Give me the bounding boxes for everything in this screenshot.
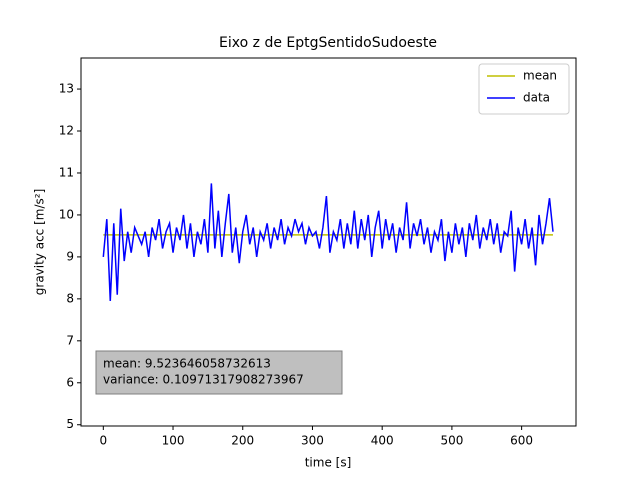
annotation-box	[95, 350, 343, 395]
x-tick-label: 400	[371, 434, 394, 448]
x-tick-label: 100	[162, 434, 185, 448]
x-tick-label: 600	[510, 434, 533, 448]
x-tick-label: 300	[301, 434, 324, 448]
legend-label: data	[523, 91, 550, 105]
y-tick-label: 6	[66, 375, 74, 389]
annotation-text: mean: 9.523646058732613	[103, 357, 271, 371]
plot-frame	[80, 57, 577, 427]
y-tick-label: 7	[66, 333, 74, 347]
x-axis-label: time [s]	[305, 456, 352, 470]
legend-label: mean	[523, 69, 557, 83]
series-line	[102, 183, 554, 301]
x-tick-label: 500	[440, 434, 463, 448]
y-tick-label: 11	[59, 165, 74, 179]
y-tick-label: 10	[59, 207, 74, 221]
x-tick-label: 200	[231, 434, 254, 448]
chart-title: Eixo z de EptgSentidoSudoeste	[219, 35, 437, 51]
y-tick-label: 5	[66, 417, 74, 431]
y-tick-label: 8	[66, 291, 74, 305]
y-tick-label: 9	[66, 249, 74, 263]
y-tick-label: 13	[59, 82, 74, 96]
x-tick-label: 0	[99, 434, 107, 448]
y-tick-label: 12	[59, 124, 74, 138]
annotation-text: variance: 0.10971317908273967	[103, 373, 304, 387]
y-axis-label: gravity acc [m/s²]	[33, 189, 47, 295]
